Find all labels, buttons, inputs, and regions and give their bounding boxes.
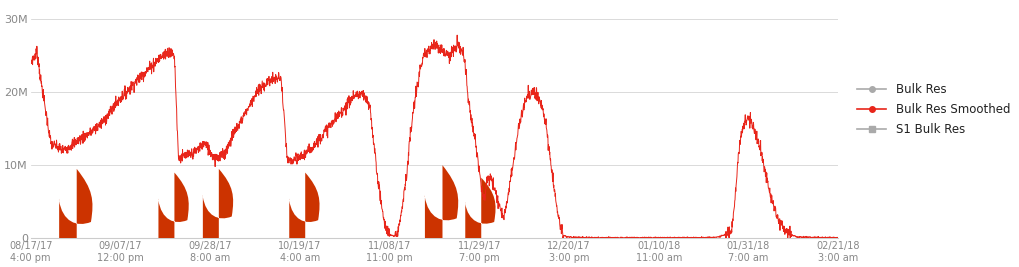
PathPatch shape — [289, 172, 320, 222]
PathPatch shape — [59, 169, 93, 224]
PathPatch shape — [425, 165, 459, 220]
PathPatch shape — [158, 172, 189, 222]
Legend: Bulk Res, Bulk Res Smoothed, S1 Bulk Res: Bulk Res, Bulk Res Smoothed, S1 Bulk Res — [852, 78, 1015, 141]
PathPatch shape — [203, 169, 233, 218]
PathPatch shape — [465, 178, 495, 224]
